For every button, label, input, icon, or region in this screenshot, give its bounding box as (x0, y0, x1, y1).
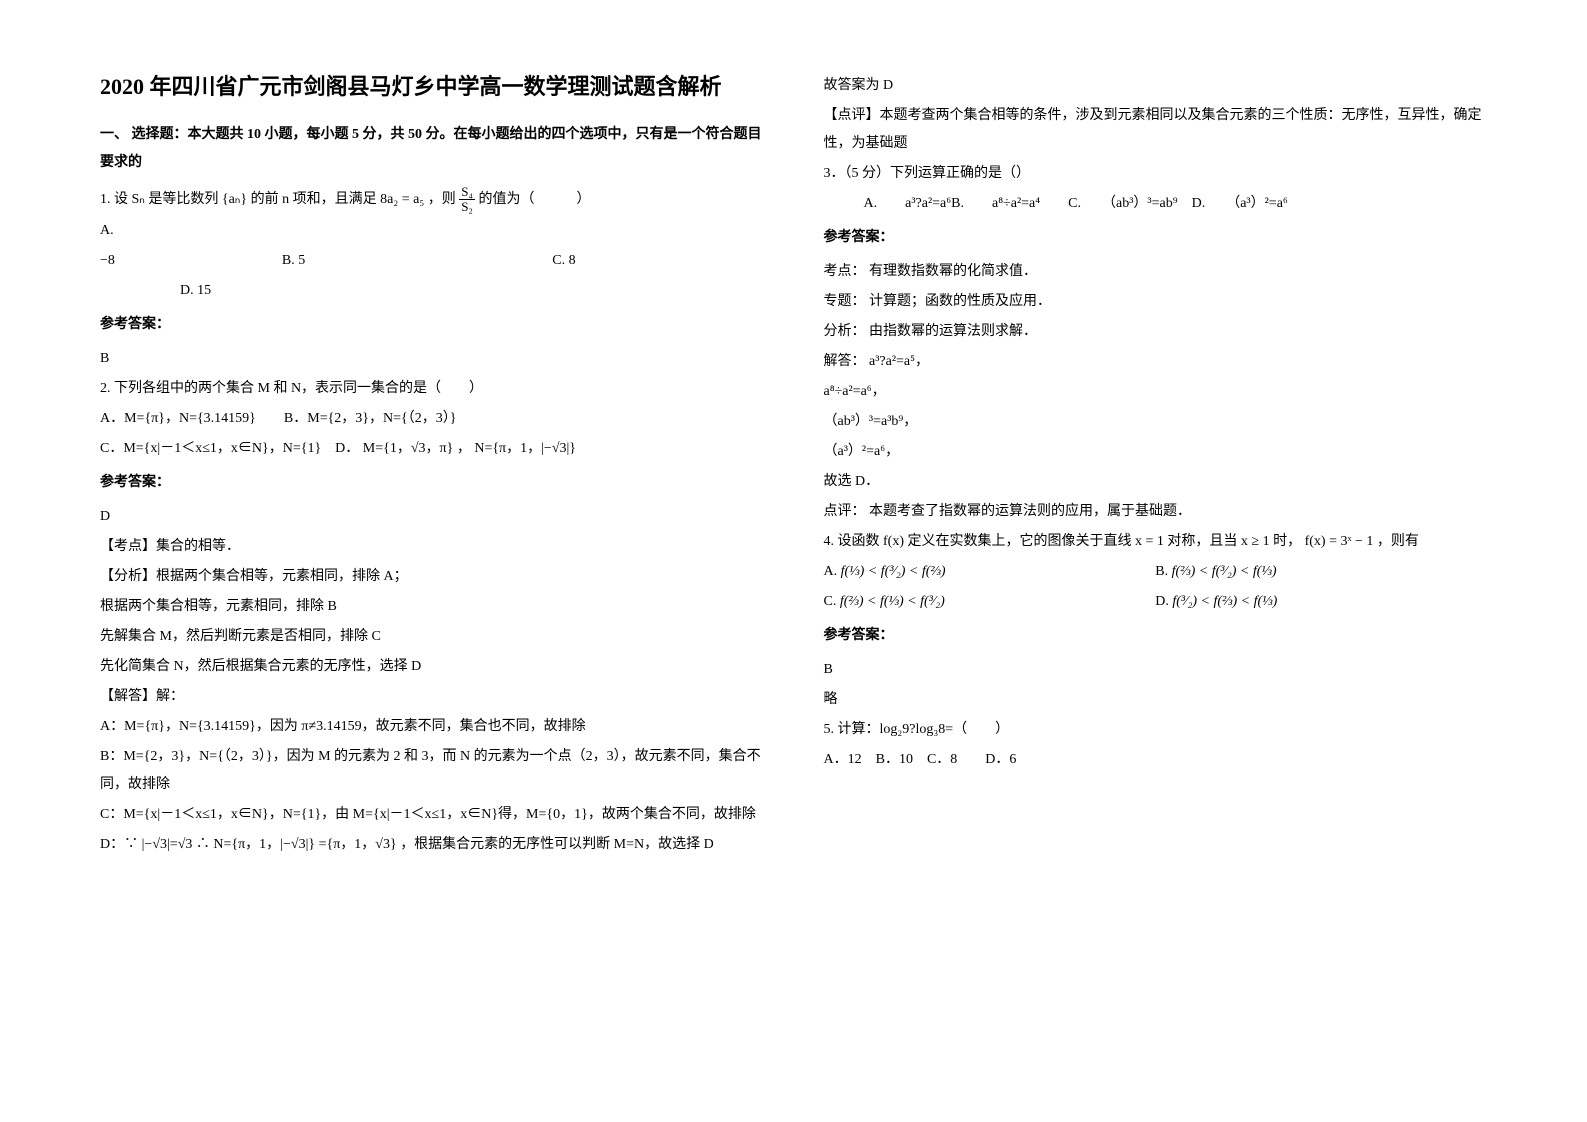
q2-kaodian: 【考点】集合的相等． (100, 533, 764, 561)
q2-options-CD: C．M={x|－1＜x≤1，x∈N}，N={1} D． M={1，√3，π} ，… (100, 435, 764, 463)
q4-xge1: x ≥ 1 (1241, 534, 1270, 549)
document-title: 2020 年四川省广元市剑阁县马灯乡中学高一数学理测试题含解析 (100, 70, 764, 103)
q4-options-row2: C. f(⅔) < f(⅓) < f(³⁄₂) D. f(³⁄₂) < f(⅔)… (824, 588, 1488, 616)
q1-option-D: D. 15 (100, 277, 764, 305)
q2-option-C-text: C．M={x|－1＜x≤1，x∈N}，N={1} D． (100, 441, 359, 456)
q1-answer: B (100, 345, 764, 373)
q2-jieda-A: A：M={π}，N={3.14159}，因为 π≠3.14159，故元素不同，集… (100, 713, 764, 741)
q2-fenxi-d: 先化简集合 N，然后根据集合元素的无序性，选择 D (100, 653, 764, 681)
q3-jieda-2: a⁸÷a²=a⁶， (824, 378, 1488, 406)
q1-option-B: B. 5 (282, 253, 305, 268)
q5-options: A．12 B．10 C．8 D．6 (824, 746, 1488, 774)
q1-minus8: −8 (100, 253, 115, 268)
q4-xeq1: x = 1 (1135, 534, 1164, 549)
q4-A-label: A. (824, 564, 838, 579)
q2-D-abs: |−√3|=√3 (142, 837, 193, 852)
q1-option-A: A. (100, 217, 764, 245)
r-line-1: 故答案为 D (824, 72, 1488, 100)
q4-d: 时， (1273, 534, 1301, 549)
q2-option-D-set2: N={π，1，|−√3|} (474, 441, 576, 456)
q2-fenxi-b: 根据两个集合相等，元素相同，排除 B (100, 593, 764, 621)
q2-fenxi-c: 先解集合 M，然后判断元素是否相同，排除 C (100, 623, 764, 651)
q4-C-label: C. (824, 594, 837, 609)
q1-options-row: −8 B. 5 C. 8 (100, 247, 764, 275)
q3-options: A. a³?a²=a⁶B. a⁸÷a²=a⁴ C. （ab³）³=ab⁹ D. … (824, 190, 1488, 218)
page-container: 2020 年四川省广元市剑阁县马灯乡中学高一数学理测试题含解析 一、 选择题：本… (0, 0, 1587, 1122)
q4-b: 定义在实数集上，它的图像关于直线 (908, 534, 1132, 549)
left-column: 2020 年四川省广元市剑阁县马灯乡中学高一数学理测试题含解析 一、 选择题：本… (100, 70, 764, 1082)
q4-options-row1: A. f(⅓) < f(³⁄₂) < f(⅔) B. f(⅔) < f(³⁄₂)… (824, 558, 1488, 586)
q2-D-a: D：∵ (100, 837, 138, 852)
q3-fenxi: 分析： 由指数幂的运算法则求解． (824, 318, 1488, 346)
q3-stem: 3．（5 分）下列运算正确的是（） (824, 160, 1488, 188)
q4-answer: B (824, 656, 1488, 684)
q4-e: ，则有 (1377, 534, 1419, 549)
q2-jieda-D: D：∵ |−√3|=√3 ∴ N={π，1，|−√3|} ={π，1，√3} ，… (100, 831, 764, 859)
q4-C-text: f(⅔) < f(⅓) < f(³⁄₂) (840, 594, 945, 609)
q2-D-eq: ={π，1，√3} (319, 837, 397, 852)
q2-stem: 2. 下列各组中的两个集合 M 和 N，表示同一集合的是（ ） (100, 375, 764, 403)
q2-jieda-head: 【解答】解： (100, 683, 764, 711)
q3-answer-label: 参考答案： (824, 224, 1488, 252)
q1-text-d: ，则 (428, 192, 460, 207)
q4-D-text: f(³⁄₂) < f(⅔) < f(⅓) (1172, 594, 1277, 609)
section-1-heading: 一、 选择题：本大题共 10 小题，每小题 5 分，共 50 分。在每小题给出的… (100, 121, 764, 177)
q1-fraction: S₄ S₂ (459, 185, 475, 215)
q4-lue: 略 (824, 686, 1488, 714)
q3-dianping: 点评： 本题考查了指数幂的运算法则的应用，属于基础题． (824, 498, 1488, 526)
right-column: 故答案为 D 【点评】本题考查两个集合相等的条件，涉及到元素相同以及集合元素的三… (824, 70, 1488, 1082)
q1-frac-den: S₂ (459, 200, 475, 214)
q1-an: {aₙ} (222, 192, 247, 207)
q1-option-C: C. 8 (552, 253, 575, 268)
q2-jieda-B: B：M={2，3}，N={（2，3）}，因为 M 的元素为 2 和 3，而 N … (100, 743, 764, 799)
q2-fenxi-a: 【分析】根据两个集合相等，元素相同，排除 A； (100, 563, 764, 591)
q2-D-c: ，根据集合元素的无序性可以判断 M=N，故选择 D (400, 837, 714, 852)
q1-text-a: 1. 设 (100, 192, 128, 207)
q1-answer-label: 参考答案： (100, 311, 764, 339)
q1-cond: 8a₂ = a₅ (380, 192, 424, 207)
q1-frac-num: S₄ (459, 185, 475, 200)
q3-jieda-4: （a³）²=a⁶， (824, 438, 1488, 466)
q4-fdef: f(x) = 3ˣ − 1 (1305, 534, 1374, 549)
q3-jieda-5: 故选 D． (824, 468, 1488, 496)
q4-c: 对称，且当 (1167, 534, 1237, 549)
q2-answer-label: 参考答案： (100, 469, 764, 497)
q4-B-label: B. (1155, 564, 1168, 579)
q1-text-c: 的前 n 项和，且满足 (251, 192, 377, 207)
q3-jieda-3: （ab³）³=a³b⁹， (824, 408, 1488, 436)
r-line-2: 【点评】本题考查两个集合相等的条件，涉及到元素相同以及集合元素的三个性质：无序性… (824, 102, 1488, 158)
q2-option-D-mid: ， (457, 441, 471, 456)
q4-A-text: f(⅓) < f(³⁄₂) < f(⅔) (841, 564, 946, 579)
q4-stem: 4. 设函数 f(x) 定义在实数集上，它的图像关于直线 x = 1 对称，且当… (824, 528, 1488, 556)
q3-kaodian: 考点： 有理数指数幂的化简求值． (824, 258, 1488, 286)
q5-stem: 5. 计算：log₂9?log₃8=（ ） (824, 716, 1488, 744)
q2-answer: D (100, 503, 764, 531)
q4-B-text: f(⅔) < f(³⁄₂) < f(⅓) (1172, 564, 1277, 579)
q3-zhuanti: 专题： 计算题；函数的性质及应用． (824, 288, 1488, 316)
q3-jieda-1: 解答： a³?a²=a⁵， (824, 348, 1488, 376)
q4-D-label: D. (1155, 594, 1169, 609)
q2-option-D-set1: M={1，√3，π} (363, 441, 454, 456)
q1-text-b: 是等比数列 (148, 192, 218, 207)
q1-Sn: Sₙ (132, 192, 145, 207)
q4-fx: f(x) (883, 534, 904, 549)
q4-a: 4. 设函数 (824, 534, 880, 549)
q2-D-set: N={π，1，|−√3|} (213, 837, 315, 852)
q2-jieda-C: C：M={x|－1＜x≤1，x∈N}，N={1}，由 M={x|－1＜x≤1，x… (100, 801, 764, 829)
q2-options-AB: A．M={π}，N={3.14159} B．M={2，3}，N={（2，3）} (100, 405, 764, 433)
q4-answer-label: 参考答案： (824, 622, 1488, 650)
q2-D-b: ∴ (196, 837, 210, 852)
q1-stem: 1. 设 Sₙ 是等比数列 {aₙ} 的前 n 项和，且满足 8a₂ = a₅ … (100, 185, 764, 215)
q1-text-e: 的值为（ ） (478, 192, 590, 207)
